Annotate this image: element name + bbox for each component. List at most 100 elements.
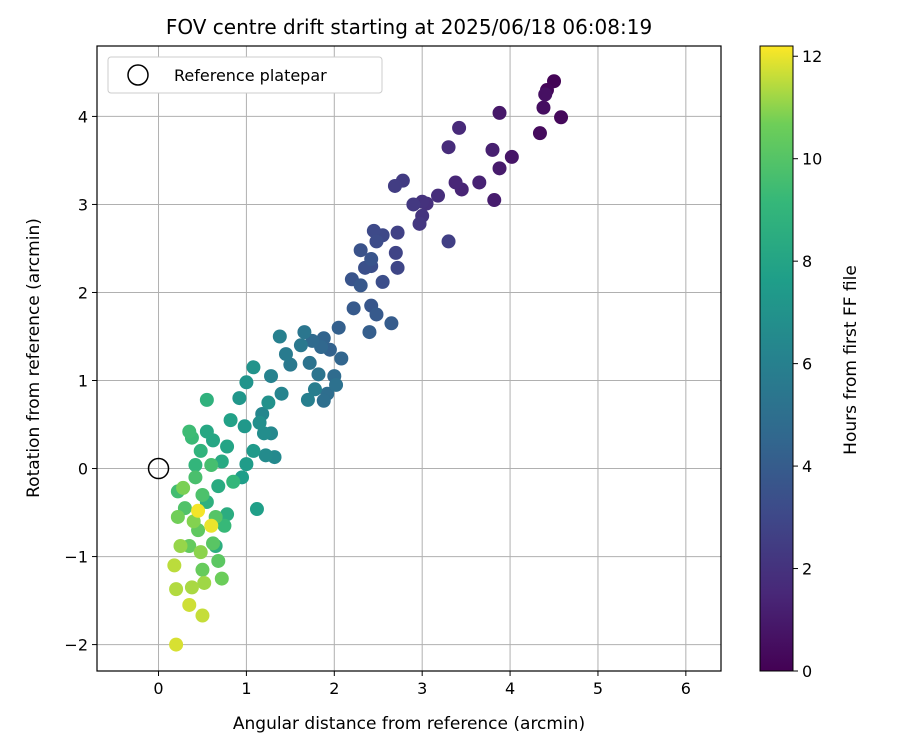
data-point bbox=[188, 470, 203, 485]
legend-label: Reference platepar bbox=[174, 66, 327, 85]
data-point bbox=[536, 100, 551, 115]
data-point bbox=[226, 474, 241, 489]
data-point bbox=[188, 458, 203, 473]
x-axis-ticks: 0 1 2 3 4 5 6 bbox=[153, 671, 691, 698]
data-point bbox=[258, 448, 273, 463]
data-point bbox=[388, 245, 403, 260]
data-point bbox=[195, 562, 210, 577]
colorbar-tick-label: 8 bbox=[802, 252, 812, 271]
data-point bbox=[239, 457, 254, 472]
colorbar-tick-label: 10 bbox=[802, 150, 822, 169]
y-tick-label: −1 bbox=[64, 548, 88, 567]
data-point bbox=[390, 225, 405, 240]
y-axis-ticks: −2 −1 0 1 2 3 4 bbox=[64, 107, 97, 655]
x-tick-label: 3 bbox=[417, 679, 427, 698]
colorbar-ticks: 0 2 4 6 8 10 12 bbox=[793, 47, 822, 681]
data-point bbox=[504, 149, 519, 164]
data-point bbox=[211, 553, 226, 568]
data-point bbox=[204, 518, 219, 533]
data-point bbox=[176, 480, 191, 495]
data-point bbox=[246, 443, 261, 458]
data-point bbox=[441, 234, 456, 249]
data-point bbox=[293, 338, 308, 353]
data-point bbox=[300, 392, 315, 407]
data-point bbox=[316, 393, 331, 408]
data-point bbox=[452, 120, 467, 135]
x-tick-label: 4 bbox=[505, 679, 515, 698]
data-point bbox=[249, 502, 264, 517]
x-tick-label: 5 bbox=[593, 679, 603, 698]
colorbar-tick-label: 2 bbox=[802, 560, 812, 579]
data-point bbox=[167, 558, 182, 573]
data-point bbox=[353, 243, 368, 258]
data-point bbox=[220, 507, 235, 522]
colorbar-tick-label: 0 bbox=[802, 662, 812, 681]
data-point bbox=[384, 316, 399, 331]
y-tick-label: 2 bbox=[78, 283, 88, 302]
data-point bbox=[472, 175, 487, 190]
data-point bbox=[193, 545, 208, 560]
y-tick-label: −2 bbox=[64, 636, 88, 655]
data-point bbox=[264, 369, 279, 384]
data-point bbox=[195, 487, 210, 502]
data-point bbox=[431, 188, 446, 203]
plot-frame bbox=[96, 45, 722, 672]
data-point bbox=[406, 197, 421, 212]
data-point bbox=[311, 367, 326, 382]
data-point bbox=[297, 325, 312, 340]
x-tick-label: 0 bbox=[153, 679, 163, 698]
data-point bbox=[173, 539, 188, 553]
data-point bbox=[186, 514, 201, 529]
data-point bbox=[441, 140, 456, 155]
data-point bbox=[283, 357, 298, 372]
colorbar bbox=[759, 45, 794, 672]
data-point bbox=[369, 234, 384, 249]
data-point bbox=[487, 193, 502, 208]
data-point bbox=[364, 252, 379, 267]
data-point bbox=[256, 426, 271, 441]
data-point bbox=[237, 419, 252, 434]
data-point bbox=[272, 329, 287, 344]
data-point bbox=[353, 278, 368, 293]
legend-marker bbox=[127, 64, 149, 86]
data-point bbox=[448, 175, 463, 190]
data-point bbox=[485, 142, 500, 157]
data-point bbox=[193, 443, 208, 458]
data-point bbox=[217, 518, 232, 533]
x-tick-label: 6 bbox=[681, 679, 691, 698]
data-point bbox=[184, 580, 199, 595]
data-point bbox=[532, 126, 547, 141]
y-axis-label: Rotation from reference (arcmin) bbox=[24, 218, 44, 498]
y-tick-label: 0 bbox=[78, 460, 88, 479]
data-point bbox=[334, 351, 349, 366]
data-point bbox=[331, 320, 346, 335]
data-point bbox=[206, 536, 221, 551]
data-point bbox=[199, 392, 214, 407]
colorbar-tick-label: 12 bbox=[802, 47, 822, 66]
data-point bbox=[191, 503, 206, 518]
data-point bbox=[169, 582, 184, 597]
legend: Reference platepar bbox=[107, 56, 383, 94]
data-point bbox=[252, 415, 267, 430]
data-point bbox=[214, 571, 229, 586]
data-point bbox=[246, 360, 261, 375]
data-point bbox=[387, 178, 402, 193]
y-tick-label: 4 bbox=[78, 107, 88, 126]
colorbar-tick-label: 6 bbox=[802, 355, 812, 374]
legend-box bbox=[107, 56, 383, 94]
data-point bbox=[346, 301, 361, 316]
data-point bbox=[239, 375, 254, 390]
data-point bbox=[329, 377, 344, 392]
data-point bbox=[223, 413, 238, 428]
data-point bbox=[412, 216, 427, 231]
grid-lines bbox=[97, 46, 721, 671]
data-point bbox=[366, 223, 381, 238]
data-point bbox=[199, 424, 214, 439]
data-point bbox=[369, 307, 384, 322]
data-point bbox=[220, 439, 235, 454]
data-point bbox=[232, 391, 247, 406]
data-point bbox=[492, 105, 507, 120]
data-point bbox=[214, 454, 229, 469]
data-point bbox=[278, 347, 293, 362]
